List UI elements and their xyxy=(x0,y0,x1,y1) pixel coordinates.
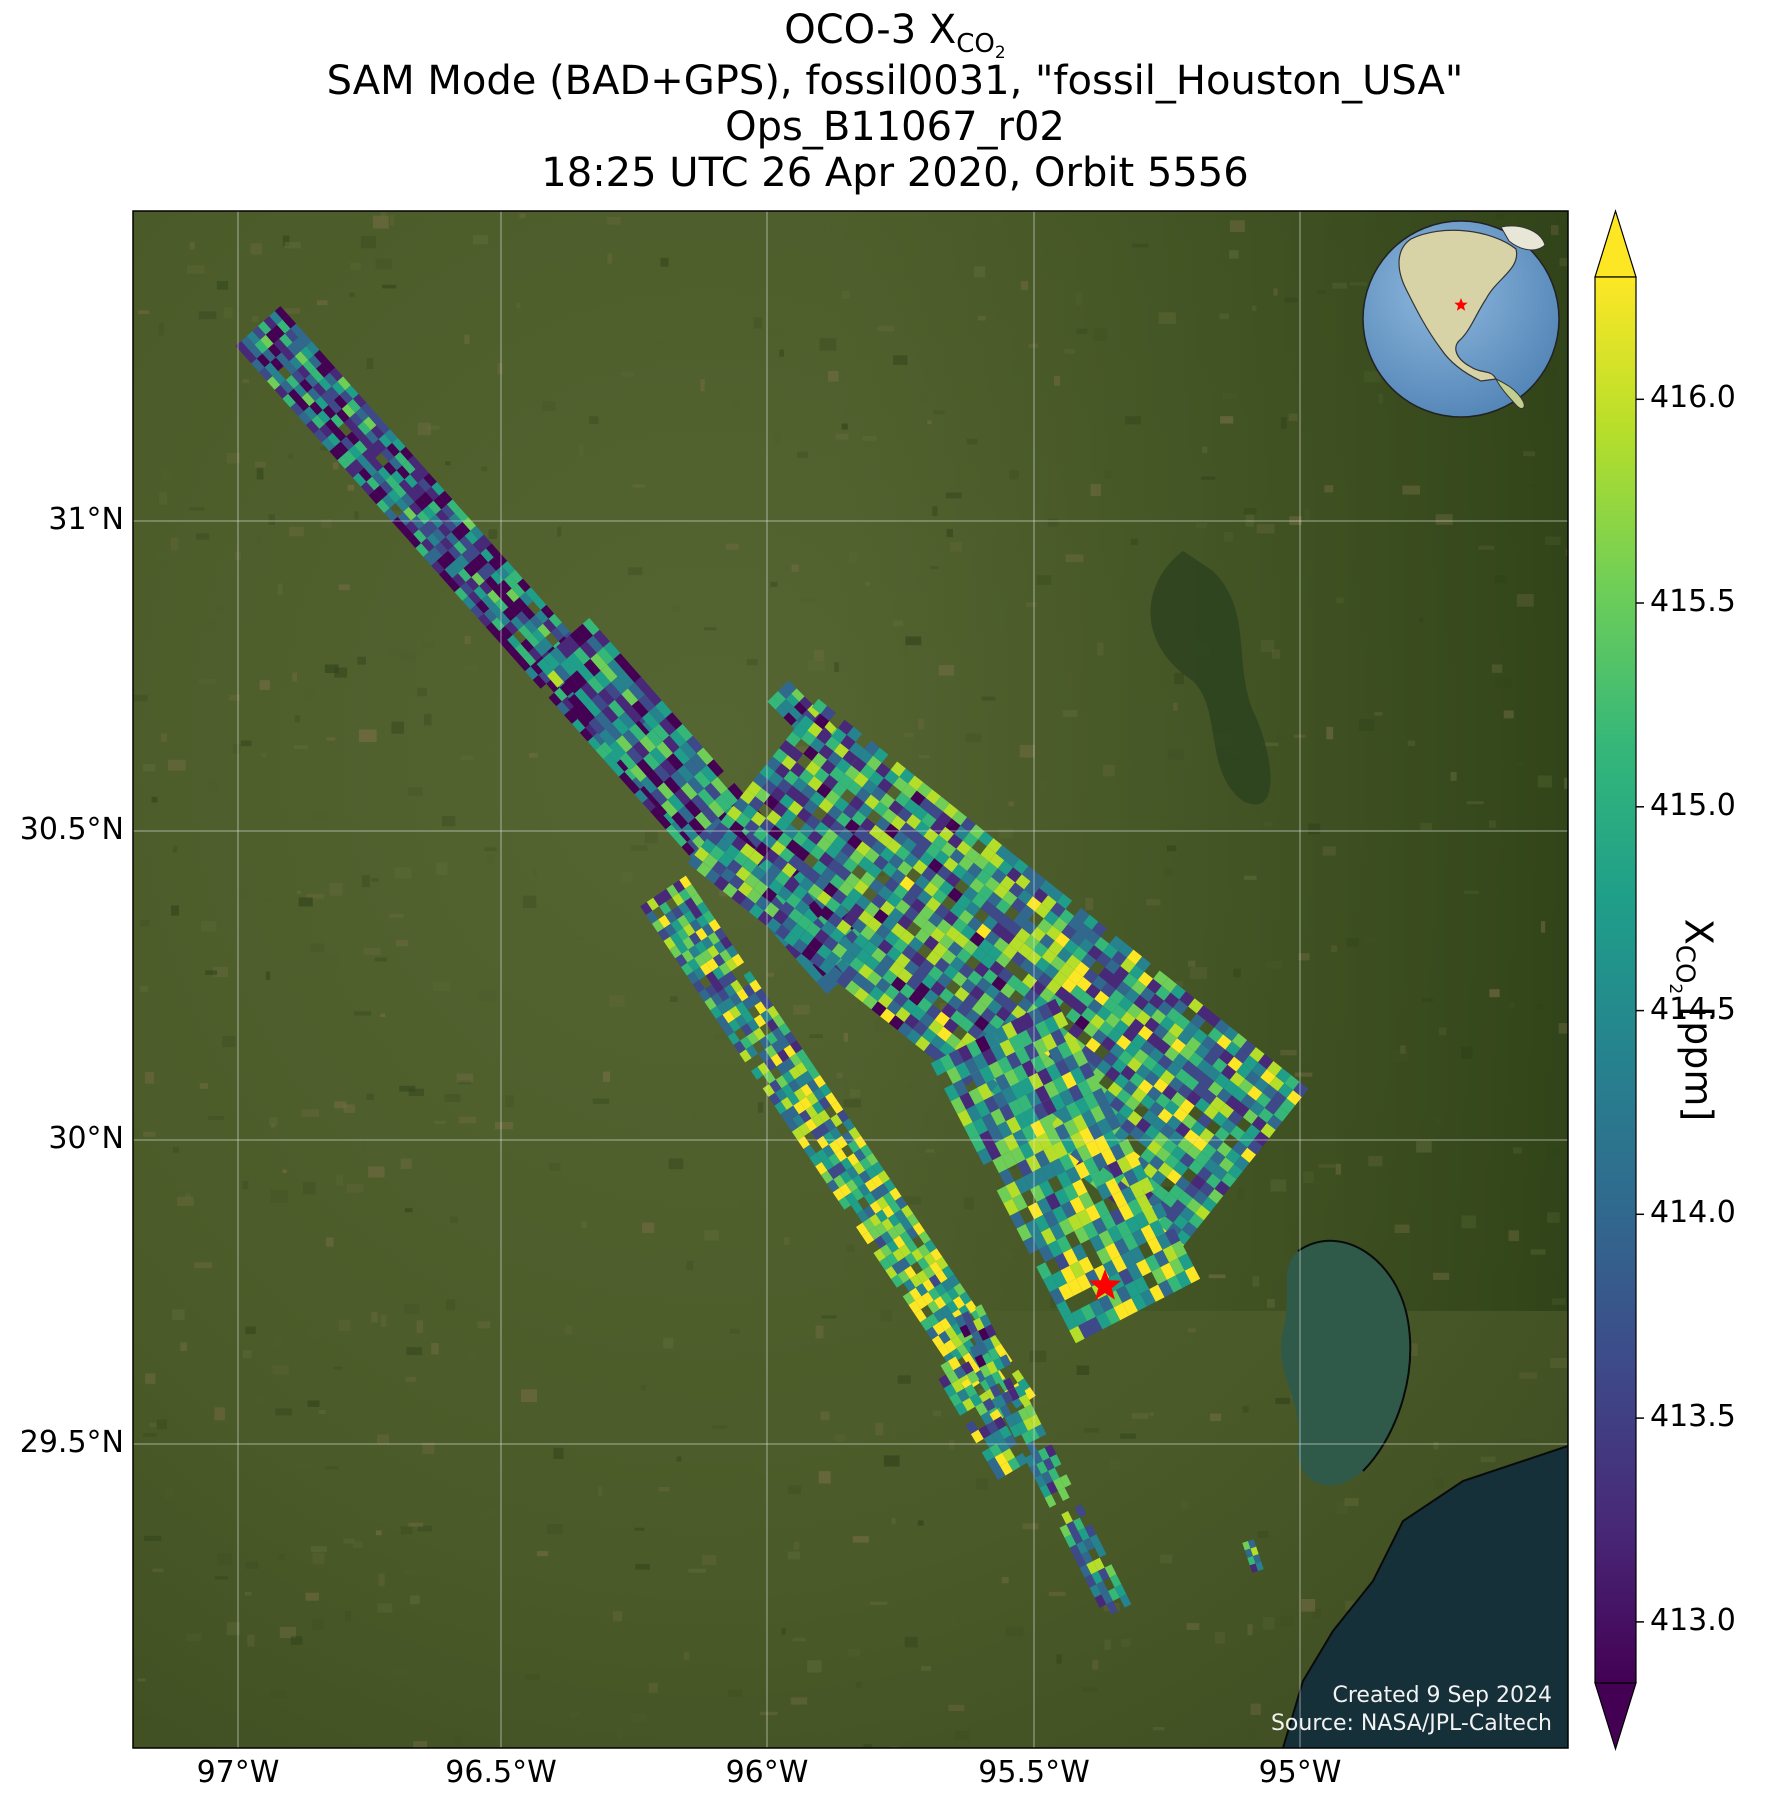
colorbar-body xyxy=(1594,276,1637,1684)
colorbar-tick-label: 414.0 xyxy=(1650,1195,1736,1231)
lon-tick-label: 97°W xyxy=(196,1755,280,1790)
lat-tick-label: 29.5°N xyxy=(19,1425,124,1460)
title-sub: CO2 xyxy=(956,29,1005,63)
lon-tick-label: 96.5°W xyxy=(445,1755,557,1790)
title-sub-text: CO xyxy=(956,29,995,59)
colorbar-tick-label: 415.0 xyxy=(1650,787,1736,823)
lon-tick-label: 95.5°W xyxy=(978,1755,1090,1790)
title-line-4: 18:25 UTC 26 Apr 2020, Orbit 5556 xyxy=(541,150,1249,196)
title-line-1: OCO-3 XCO2 xyxy=(0,6,1790,77)
colorbar-label-text: XCO2 [ppm] xyxy=(1666,919,1721,1122)
colorbar-label-subsub-text: 2 xyxy=(1665,983,1686,995)
colorbar-ticks xyxy=(1636,398,1644,1623)
colorbar-tick-label: 413.0 xyxy=(1650,1602,1736,1638)
credit-created: Created 9 Sep 2024 xyxy=(1332,1683,1553,1708)
colorbar-bottom-extend xyxy=(1594,1682,1637,1752)
lon-tick-label: 96°W xyxy=(725,1755,809,1790)
lat-tick-label: 31°N xyxy=(48,502,124,537)
colorbar-label-sub-text: CO xyxy=(1669,944,1700,984)
colorbar xyxy=(1594,208,1644,1752)
credit-block: Created 9 Sep 2024 Source: NASA/JPL-Calt… xyxy=(1271,1682,1552,1738)
colorbar-top-extend xyxy=(1594,208,1637,278)
title-main: OCO-3 X xyxy=(784,7,957,53)
title-line-3: Ops_B11067_r02 xyxy=(725,104,1065,150)
lat-tick-label: 30.5°N xyxy=(19,812,124,847)
colorbar-tick-label: 416.0 xyxy=(1650,380,1736,416)
lon-tick-label: 95°W xyxy=(1258,1755,1342,1790)
inset-globe xyxy=(1362,220,1560,418)
title-line-2: SAM Mode (BAD+GPS), fossil0031, "fossil_… xyxy=(326,58,1464,104)
colorbar-label-sub: CO2 xyxy=(1666,944,1700,994)
map-panel: Created 9 Sep 2024 Source: NASA/JPL-Calt… xyxy=(133,211,1568,1748)
credit-source: Source: NASA/JPL-Caltech xyxy=(1270,1711,1552,1736)
colorbar-tick-label: 415.5 xyxy=(1650,584,1736,620)
lat-tick-label: 30°N xyxy=(48,1121,124,1156)
title-subsub-text: 2 xyxy=(994,43,1006,64)
map-canvas xyxy=(133,211,1568,1748)
colorbar-label-main: X xyxy=(1676,918,1721,945)
colorbar-label-unit: [ppm] xyxy=(1676,994,1721,1122)
colorbar-tick-label: 414.5 xyxy=(1650,991,1736,1027)
colorbar-tick-label: 413.5 xyxy=(1650,1399,1736,1435)
